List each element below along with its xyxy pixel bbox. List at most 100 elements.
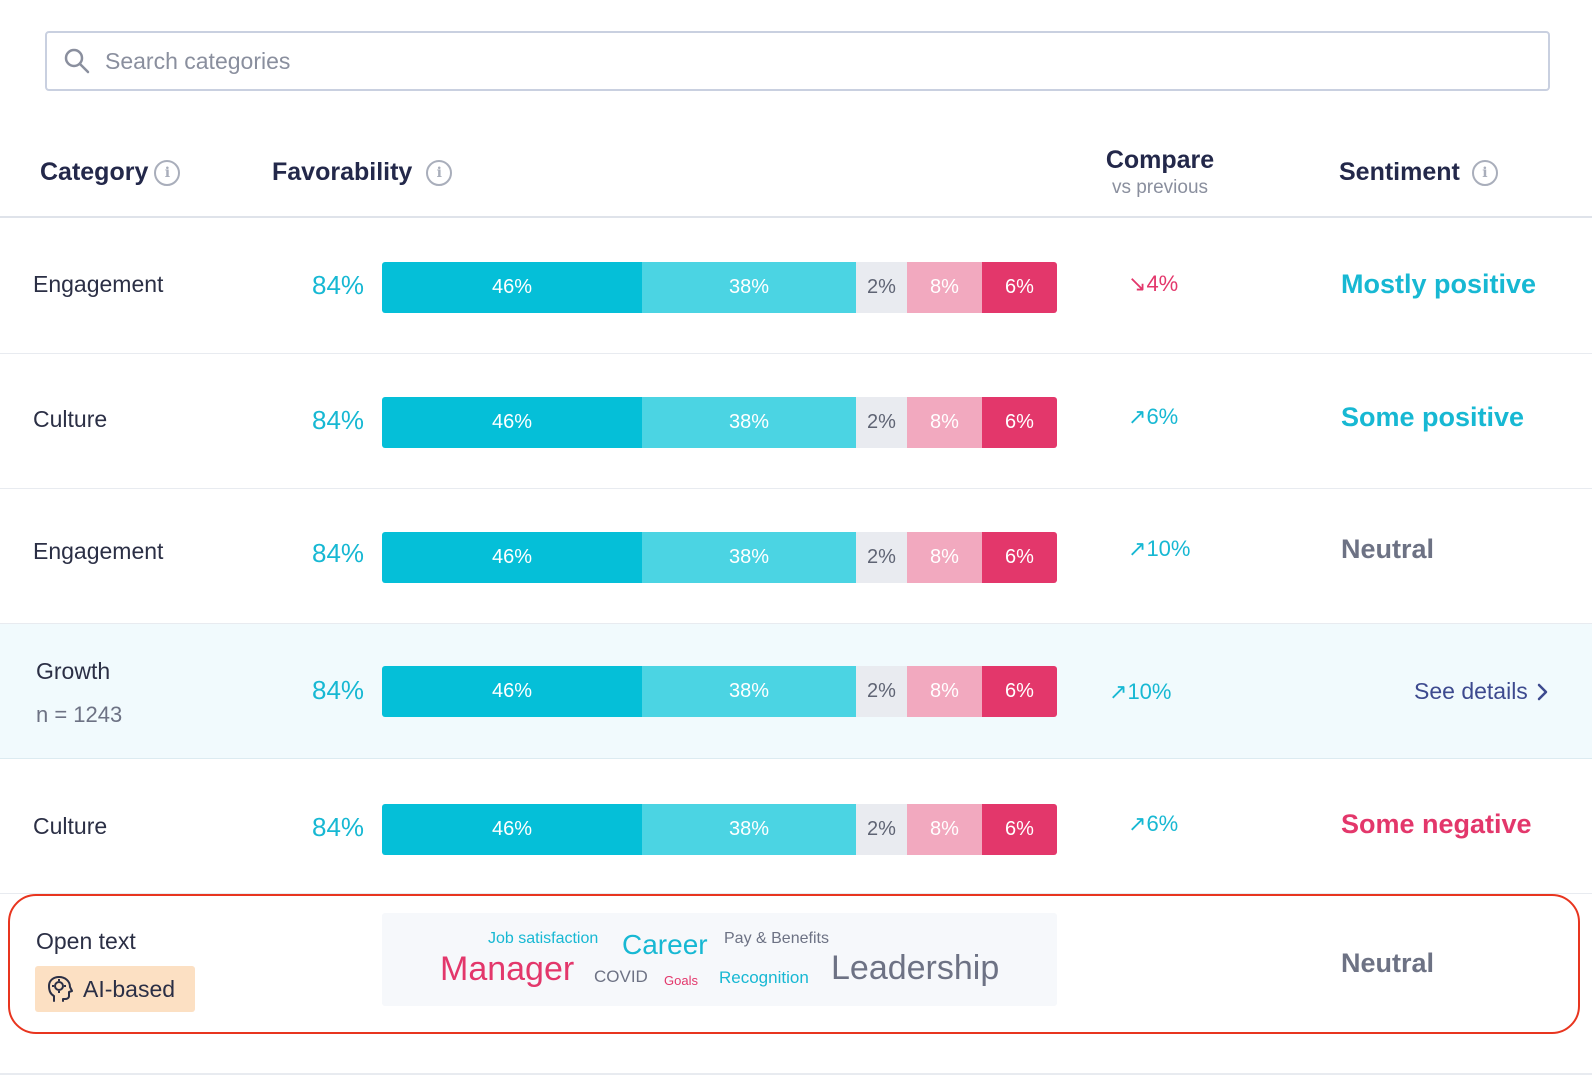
table-row[interactable]: Culture 84% 46% 38% 2% 8% 6% ↗6% Some po… xyxy=(0,354,1592,489)
bar-segment-strongly-favorable: 46% xyxy=(382,532,642,583)
compare-header-label: Compare xyxy=(1105,146,1215,174)
compare-value: 10% xyxy=(1146,536,1191,561)
arrow-up-right-icon: ↗ xyxy=(1128,404,1147,429)
bar-segment-unfavorable: 8% xyxy=(907,666,982,717)
row-compare: ↗10% xyxy=(1109,679,1171,705)
bar-segment-strongly-unfavorable: 6% xyxy=(982,397,1057,448)
table-row-selected[interactable]: Growth n = 1243 84% 46% 38% 2% 8% 6% ↗10… xyxy=(0,624,1592,759)
bar-segment-strongly-favorable: 46% xyxy=(382,262,642,313)
bar-segment-unfavorable: 8% xyxy=(907,804,982,855)
row-category: Culture xyxy=(33,813,108,839)
row-sentiment: Some negative xyxy=(1341,809,1532,839)
bar-segment-favorable: 38% xyxy=(642,532,856,583)
see-details-link[interactable]: See details xyxy=(1414,678,1550,705)
favorability-header: Favorability i xyxy=(272,158,453,187)
bar-segment-favorable: 38% xyxy=(642,666,856,717)
row-sentiment: Neutral xyxy=(1341,534,1435,564)
row-favorability: 84% xyxy=(312,812,365,842)
row-compare: ↘4% xyxy=(1128,271,1178,297)
word-pay-benefits[interactable]: Pay & Benefits xyxy=(724,930,829,947)
row-favorability: 84% xyxy=(312,538,365,568)
chevron-right-icon xyxy=(1537,683,1548,700)
bar-segment-strongly-unfavorable: 6% xyxy=(982,262,1057,313)
bar-segment-strongly-favorable: 46% xyxy=(382,397,642,448)
table-row[interactable]: Culture 84% 46% 38% 2% 8% 6% ↗6% Some ne… xyxy=(0,759,1592,894)
sentiment-header: Sentiment i xyxy=(1339,158,1498,187)
arrow-up-right-icon: ↗ xyxy=(1128,811,1147,836)
row-category: Engagement xyxy=(33,538,164,564)
word-career[interactable]: Career xyxy=(622,929,708,960)
table-row[interactable]: Engagement 84% 46% 38% 2% 8% 6% ↘4% Most… xyxy=(0,219,1592,354)
open-text-category: Open text xyxy=(36,928,136,954)
compare-value: 4% xyxy=(1146,271,1179,296)
word-covid[interactable]: COVID xyxy=(594,967,648,986)
ai-based-badge: AI-based xyxy=(35,966,195,1012)
search-bar[interactable] xyxy=(45,31,1550,91)
bar-segment-strongly-unfavorable: 6% xyxy=(982,532,1057,583)
word-recognition[interactable]: Recognition xyxy=(719,968,809,987)
info-icon[interactable]: i xyxy=(154,159,181,186)
info-icon[interactable]: i xyxy=(1471,159,1498,186)
see-details-label: See details xyxy=(1414,678,1528,704)
word-job-satisfaction[interactable]: Job satisfaction xyxy=(488,930,599,947)
sentiment-header-label: Sentiment xyxy=(1339,158,1460,186)
favorability-bar[interactable]: 46% 38% 2% 8% 6% xyxy=(382,532,1057,583)
word-cloud[interactable]: Job satisfaction Career Pay & Benefits M… xyxy=(382,913,1057,1006)
row-compare: ↗6% xyxy=(1128,404,1178,430)
arrow-down-right-icon: ↘ xyxy=(1128,271,1147,296)
bar-segment-favorable: 38% xyxy=(642,262,856,313)
bar-segment-neutral: 2% xyxy=(856,532,907,583)
search-icon xyxy=(64,48,90,74)
compare-header-sublabel: vs previous xyxy=(1111,177,1209,198)
bar-segment-strongly-unfavorable: 6% xyxy=(982,666,1057,717)
bar-segment-unfavorable: 8% xyxy=(907,397,982,448)
row-favorability: 84% xyxy=(312,270,365,300)
favorability-bar[interactable]: 46% 38% 2% 8% 6% xyxy=(382,804,1057,855)
row-sentiment: Some positive xyxy=(1341,402,1525,432)
word-leadership[interactable]: Leadership xyxy=(831,949,1000,987)
favorability-header-label: Favorability xyxy=(272,158,413,186)
row-favorability: 84% xyxy=(312,405,365,435)
row-favorability: 84% xyxy=(312,675,365,705)
row-category: Culture xyxy=(33,406,108,432)
bar-segment-strongly-favorable: 46% xyxy=(382,804,642,855)
table-header: Category i Favorability i Compare vs pre… xyxy=(0,140,1592,218)
row-sentiment: Mostly positive xyxy=(1341,269,1537,299)
ai-based-label: AI-based xyxy=(83,975,176,1002)
search-input[interactable] xyxy=(105,47,1505,75)
row-compare: ↗6% xyxy=(1128,811,1178,837)
word-manager[interactable]: Manager xyxy=(440,950,575,988)
category-header: Category i xyxy=(40,158,181,187)
favorability-bar[interactable]: 46% 38% 2% 8% 6% xyxy=(382,666,1057,717)
table-bottom-divider xyxy=(0,1073,1592,1075)
compare-value: 10% xyxy=(1127,679,1172,704)
bar-segment-neutral: 2% xyxy=(856,804,907,855)
row-response-count: n = 1243 xyxy=(36,702,123,727)
info-icon[interactable]: i xyxy=(426,159,453,186)
word-goals[interactable]: Goals xyxy=(664,973,698,988)
table-row[interactable]: Engagement 84% 46% 38% 2% 8% 6% ↗10% Neu… xyxy=(0,489,1592,624)
arrow-up-right-icon: ↗ xyxy=(1128,536,1147,561)
bar-segment-strongly-unfavorable: 6% xyxy=(982,804,1057,855)
compare-header: Compare vs previous xyxy=(1095,146,1225,199)
bar-segment-favorable: 38% xyxy=(642,397,856,448)
arrow-up-right-icon: ↗ xyxy=(1109,679,1128,704)
bar-segment-neutral: 2% xyxy=(856,262,907,313)
bar-segment-favorable: 38% xyxy=(642,804,856,855)
compare-value: 6% xyxy=(1146,811,1179,836)
open-text-highlight xyxy=(8,894,1580,1034)
row-category: Growth xyxy=(36,658,111,684)
bar-segment-neutral: 2% xyxy=(856,397,907,448)
open-text-sentiment: Neutral xyxy=(1341,948,1435,978)
row-compare: ↗10% xyxy=(1128,536,1190,562)
bar-segment-strongly-favorable: 46% xyxy=(382,666,642,717)
row-category: Engagement xyxy=(33,271,164,297)
ai-head-icon xyxy=(48,976,73,1002)
category-header-label: Category xyxy=(40,158,149,186)
favorability-bar[interactable]: 46% 38% 2% 8% 6% xyxy=(382,262,1057,313)
bar-segment-unfavorable: 8% xyxy=(907,532,982,583)
favorability-bar[interactable]: 46% 38% 2% 8% 6% xyxy=(382,397,1057,448)
bar-segment-unfavorable: 8% xyxy=(907,262,982,313)
bar-segment-neutral: 2% xyxy=(856,666,907,717)
compare-value: 6% xyxy=(1146,404,1179,429)
